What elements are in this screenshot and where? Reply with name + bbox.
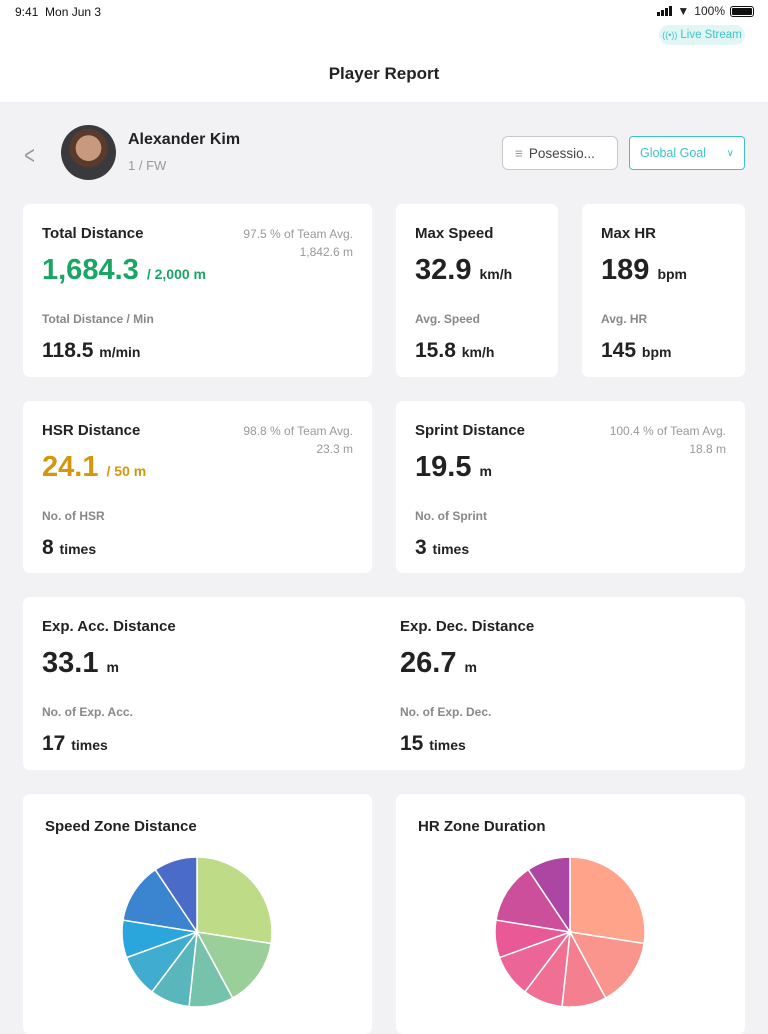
- page-title: Player Report: [328, 64, 440, 83]
- status-indicators: ▼ 100%: [657, 4, 754, 18]
- team-avg: 97.5 % of Team Avg. 1,842.6 m: [243, 227, 353, 259]
- pie-slice-7[interactable]: [495, 868, 572, 934]
- metric-card: HSR Distance 24.1 / 50 m No. of HSR 8 ti…: [23, 401, 372, 573]
- metric-card: Max Speed 32.9 km/h Avg. Speed 15.8 km/h: [396, 204, 558, 377]
- chart-title: Speed Zone Distance: [45, 818, 197, 835]
- sub-metric-label: Avg. HR: [601, 312, 648, 326]
- sub-metric-value: 145 bpm: [601, 339, 672, 362]
- goal-select-value: Global Goal: [640, 146, 707, 160]
- pie-slice-2[interactable]: [568, 931, 645, 1000]
- metric-value: 19.5 m: [415, 451, 492, 483]
- team-avg: 100.4 % of Team Avg. 18.8 m: [609, 424, 726, 456]
- sub-metric-label: No. of Exp. Dec.: [400, 705, 492, 719]
- sub-metric-value: 118.5 m/min: [42, 339, 141, 362]
- broadcast-icon: ((•)): [662, 30, 678, 40]
- pie-slice-2[interactable]: [195, 931, 272, 1000]
- live-stream-label: Live Stream: [680, 29, 742, 41]
- metric-value: 32.9 km/h: [415, 254, 513, 286]
- chart-title: HR Zone Duration: [418, 818, 546, 835]
- sub-metric-label: No. of HSR: [42, 509, 105, 523]
- sub-metric-value: 17 times: [42, 732, 108, 755]
- metric-value: 189 bpm: [601, 254, 688, 286]
- status-time: 9:41 Mon Jun 3: [15, 5, 102, 19]
- speed-zone-card: Speed Zone Distance: [23, 794, 372, 1034]
- pie-slice-8[interactable]: [527, 856, 571, 935]
- metric-value: 26.7 m: [400, 647, 477, 679]
- metric-title: Total Distance: [42, 225, 144, 242]
- metric-title: Max Speed: [415, 225, 494, 242]
- hr-zone-card: HR Zone Duration: [396, 794, 745, 1034]
- sub-metric-label: No. of Exp. Acc.: [42, 705, 133, 719]
- exp-acc-dec-card: Exp. Acc. Distance 33.1 m No. of Exp. Ac…: [23, 597, 745, 770]
- metric-title: Exp. Dec. Distance: [400, 618, 535, 635]
- pie-slice-1[interactable]: [196, 856, 273, 945]
- metric-title: Max HR: [601, 225, 657, 242]
- avatar: [61, 125, 116, 180]
- metric-card: Max HR 189 bpm Avg. HR 145 bpm: [582, 204, 745, 377]
- sub-metric-value: 8 times: [42, 536, 97, 559]
- metric-value: 33.1 m: [42, 647, 119, 679]
- back-chevron-icon[interactable]: <: [24, 140, 35, 170]
- filter-icon: ≡: [515, 145, 523, 161]
- metric-title: Sprint Distance: [415, 422, 526, 439]
- sub-metric-label: Total Distance / Min: [42, 312, 154, 326]
- metric-value: 1,684.3 / 2,000 m: [42, 254, 206, 286]
- metric-title: Exp. Acc. Distance: [42, 618, 176, 635]
- battery-icon: [730, 5, 754, 17]
- pie-slice-8[interactable]: [154, 856, 198, 935]
- metric-card: Sprint Distance 19.5 m No. of Sprint 3 t…: [396, 401, 745, 573]
- player-position: 1 / FW: [128, 158, 167, 173]
- filter-button[interactable]: ≡ Posessio...: [502, 136, 618, 170]
- team-avg: 98.8 % of Team Avg. 23.3 m: [243, 424, 353, 456]
- sub-metric-value: 15.8 km/h: [415, 339, 495, 362]
- battery-percent: 100%: [694, 4, 725, 18]
- live-stream-button[interactable]: ((•)) Live Stream: [659, 25, 745, 45]
- sub-metric-label: Avg. Speed: [415, 312, 480, 326]
- metric-value: 24.1 / 50 m: [42, 451, 147, 483]
- signal-icon: [657, 6, 673, 16]
- filter-label: Posessio...: [528, 145, 595, 161]
- pie-slice-1[interactable]: [569, 856, 646, 945]
- header: 9:41 Mon Jun 3 ▼ 100% ((•)) Live Stream P…: [0, 0, 768, 102]
- chevron-down-icon: ∨: [726, 147, 734, 159]
- sub-metric-label: No. of Sprint: [415, 509, 487, 523]
- player-name: Alexander Kim: [128, 131, 241, 148]
- wifi-icon: ▼: [677, 4, 690, 18]
- pie-slice-7[interactable]: [122, 868, 199, 934]
- metric-section: Exp. Acc. Distance 33.1 m No. of Exp. Ac…: [23, 597, 363, 770]
- speed-zone-pie: [121, 856, 273, 1008]
- metric-title: HSR Distance: [42, 422, 141, 439]
- hr-zone-pie: [494, 856, 646, 1008]
- sub-metric-value: 3 times: [415, 536, 470, 559]
- goal-select[interactable]: Global Goal ∨: [629, 136, 745, 170]
- sub-metric-value: 15 times: [400, 732, 466, 755]
- metric-section: Exp. Dec. Distance 26.7 m No. of Exp. De…: [381, 597, 721, 770]
- metric-card: Total Distance 1,684.3 / 2,000 m Total D…: [23, 204, 372, 377]
